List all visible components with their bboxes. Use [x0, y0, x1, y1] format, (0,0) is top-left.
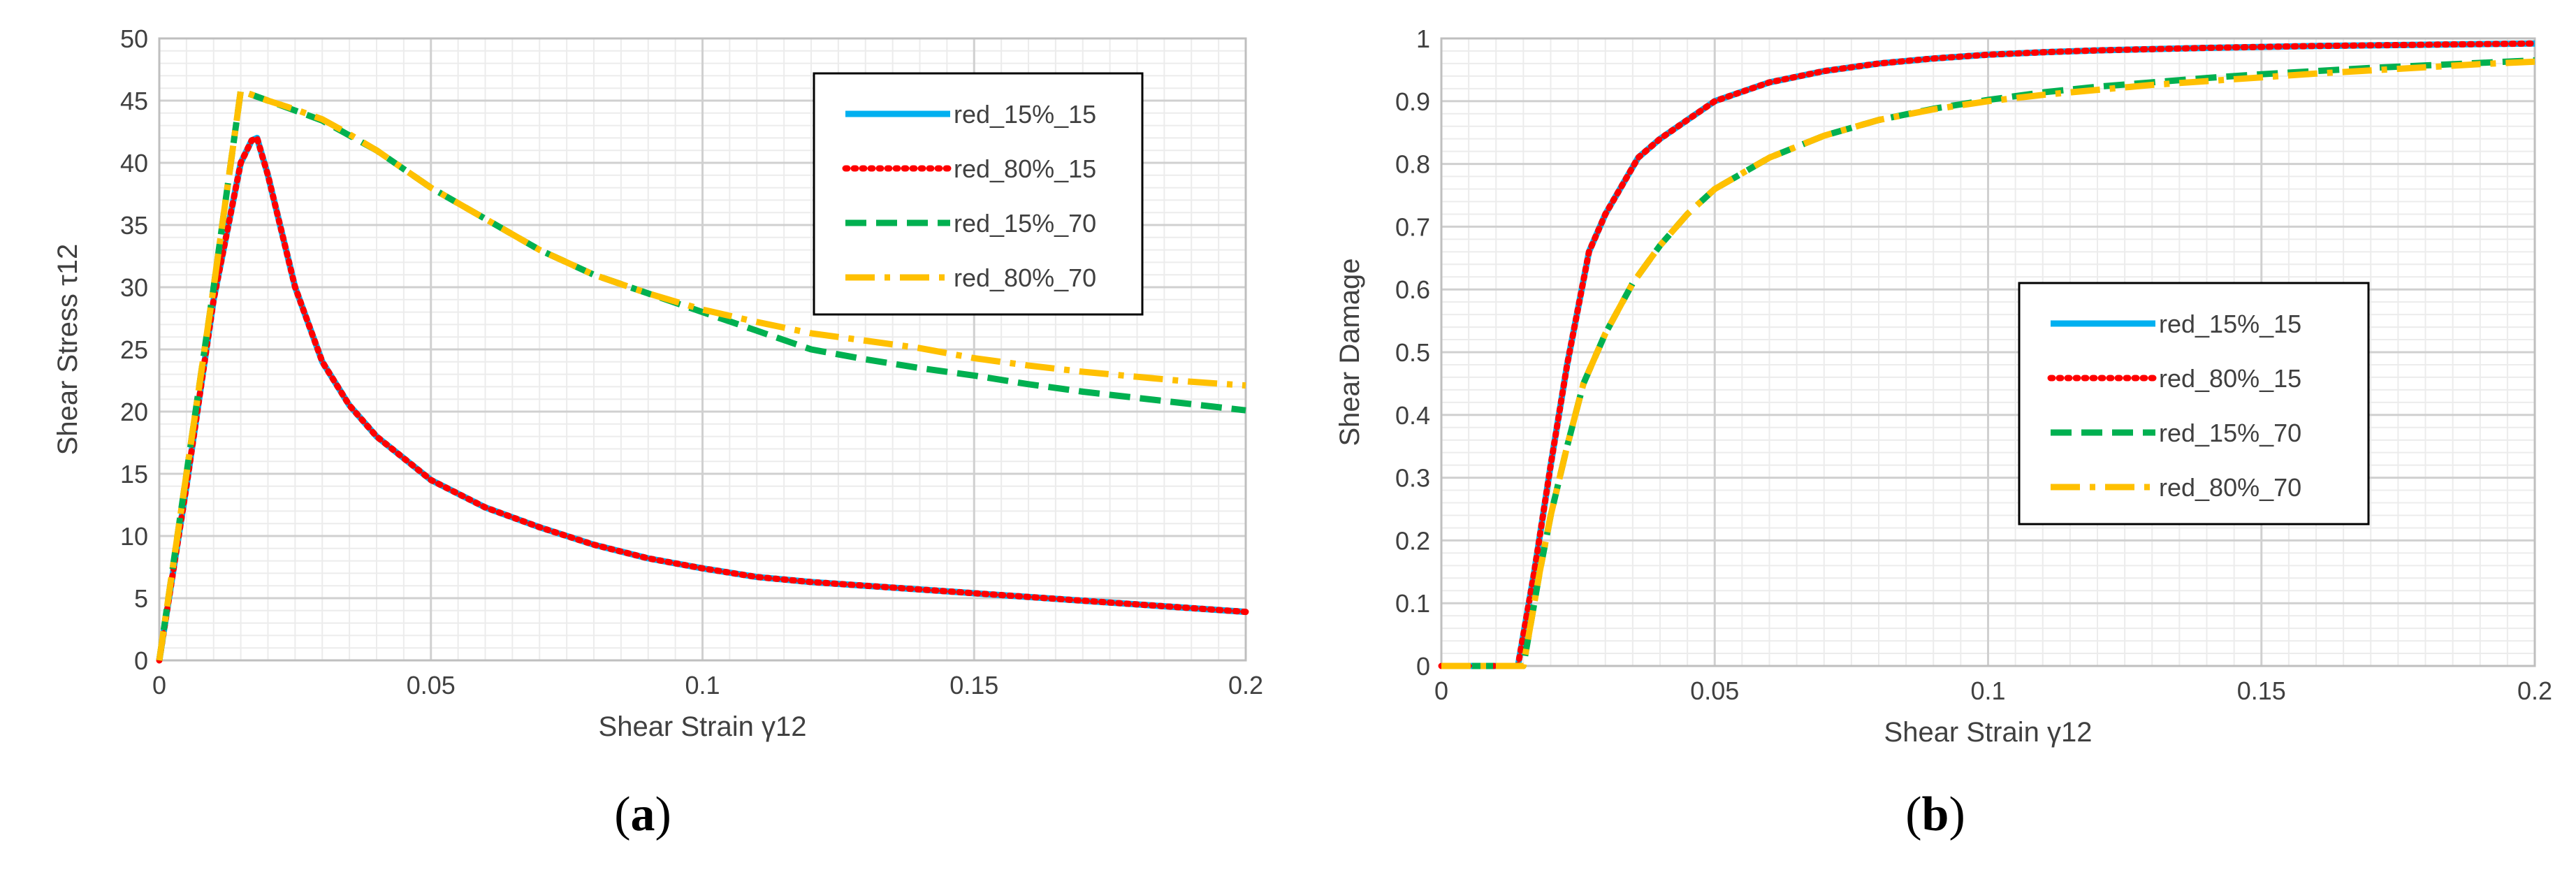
chart-b-x-tick-label: 0 — [1434, 676, 1448, 705]
chart-b-series-line-4 — [1441, 58, 2535, 669]
chart-b-x-tick-label: 0.05 — [1690, 676, 1739, 705]
chart-b-panel-label-close: ) — [1949, 788, 1965, 841]
chart-a-x-tick-label: 0 — [152, 671, 166, 700]
chart-b-panel-label: (b) — [1905, 788, 1965, 841]
chart-b-panel-label-open: ( — [1905, 788, 1921, 841]
chart-a-panel-label-open: ( — [614, 788, 630, 841]
chart-a-y-axis-title: Shear Stress τ12 — [52, 244, 83, 456]
chart-a-x-tick-label: 0.2 — [1228, 671, 1263, 700]
chart-b-y-tick-label: 0.1 — [1395, 589, 1430, 618]
chart-b-y-tick-label: 0.3 — [1395, 464, 1430, 493]
chart-a-x-tick-label: 0.05 — [407, 671, 456, 700]
chart-a-y-tick-label: 10 — [120, 522, 148, 551]
chart-b-legend-label-4: red_80%_70 — [2159, 473, 2301, 502]
chart-a-y-tick-label: 20 — [120, 398, 148, 426]
chart-a-y-tick-label: 15 — [120, 460, 148, 488]
chart-a-y-tick-label: 45 — [120, 87, 148, 115]
chart-b-y-tick-label: 0.6 — [1395, 275, 1430, 304]
chart-a-series-line-2 — [156, 134, 1249, 664]
chart-b-legend-label-3: red_15%_70 — [2159, 419, 2301, 447]
chart-a-y-tick-label: 40 — [120, 149, 148, 177]
chart-b-legend-label-2: red_80%_15 — [2159, 364, 2301, 393]
chart-b-y-tick-label: 0.7 — [1395, 212, 1430, 241]
chart-a-y-tick-label: 50 — [120, 24, 148, 53]
chart-a-legend-label-4: red_80%_70 — [954, 263, 1096, 292]
chart-b-y-tick-label: 0 — [1416, 652, 1430, 681]
chart-a-y-tick-label: 0 — [134, 646, 148, 675]
chart-b-y-tick-label: 0.2 — [1395, 526, 1430, 555]
chart-b-y-tick-label: 0.5 — [1395, 338, 1430, 367]
chart-a-x-tick-label: 0.1 — [685, 671, 720, 700]
chart-a-panel-label: (a) — [614, 788, 671, 841]
chart-a-y-tick-label: 30 — [120, 273, 148, 302]
chart-b-y-tick-label: 0.8 — [1395, 150, 1430, 179]
chart-b-y-tick-label: 0.9 — [1395, 87, 1430, 116]
chart-a-x-axis-title: Shear Strain γ12 — [599, 711, 807, 742]
chart-a-legend-label-1: red_15%_15 — [954, 100, 1096, 129]
chart-a-legend-label-2: red_80%_15 — [954, 154, 1096, 183]
chart-b-series-line-2 — [1438, 40, 2538, 669]
chart-a-series-line-4 — [156, 87, 1246, 661]
chart-b-x-tick-label: 0.15 — [2237, 676, 2286, 705]
chart-b-x-tick-label: 0.1 — [1970, 676, 2005, 705]
chart-b: 0 0.05 0.1 0.15 0.2 0 0.1 0.2 0.3 0.4 0.5 0.6 0.7 0.8… — [1334, 24, 2552, 841]
chart-b-y-tick-label: 0.4 — [1395, 401, 1430, 430]
chart-b-panel-label-letter: b — [1922, 788, 1949, 841]
chart-a-series-line-3 — [156, 87, 1246, 661]
chart-a-plot-area — [158, 37, 1247, 662]
chart-a-y-tick-label: 25 — [120, 335, 148, 364]
chart-b-x-tick-label: 0.2 — [2517, 676, 2552, 705]
chart-b-y-tick-label: 1 — [1416, 24, 1430, 53]
chart-a-x-tick-label: 0.15 — [949, 671, 998, 700]
chart-b-legend-label-1: red_15%_15 — [2159, 310, 2301, 338]
chart-a-legend-label-3: red_15%_70 — [954, 209, 1096, 238]
chart-a: 0 0.05 0.1 0.15 0.2 0 5 10 15 20 25 30 35 40 45 50 Shea… — [52, 24, 1263, 841]
chart-a-y-tick-label: 5 — [134, 584, 148, 613]
chart-b-x-axis-title: Shear Strain γ12 — [1884, 717, 2093, 748]
chart-b-y-axis-title: Shear Damage — [1334, 258, 1365, 446]
chart-a-panel-label-close: ) — [655, 788, 671, 841]
chart-a-panel-label-letter: a — [631, 788, 655, 841]
chart-b-plot-area — [1440, 37, 2536, 667]
chart-a-y-tick-label: 35 — [120, 211, 148, 240]
